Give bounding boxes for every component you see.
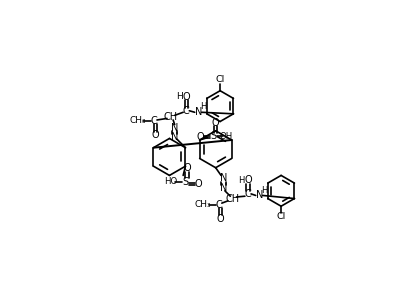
- Text: H: H: [238, 176, 244, 185]
- Text: O: O: [195, 179, 202, 189]
- Text: HO: HO: [164, 177, 178, 186]
- Text: N: N: [256, 191, 263, 201]
- Text: O: O: [152, 130, 159, 140]
- Text: N: N: [220, 173, 227, 183]
- Text: H: H: [176, 92, 183, 101]
- Text: N: N: [220, 183, 227, 193]
- Text: N: N: [171, 132, 178, 142]
- Text: C: C: [183, 106, 189, 116]
- Text: O: O: [183, 163, 191, 173]
- Text: CH: CH: [226, 193, 240, 203]
- Text: C: C: [244, 189, 252, 199]
- Text: OH: OH: [220, 132, 233, 141]
- Text: C: C: [151, 116, 157, 126]
- Text: CH₃: CH₃: [129, 116, 146, 125]
- Text: O: O: [182, 92, 190, 102]
- Text: O: O: [244, 175, 252, 185]
- Text: Cl: Cl: [215, 76, 225, 84]
- Text: H: H: [261, 186, 267, 195]
- Text: S: S: [210, 131, 217, 141]
- Text: N: N: [171, 123, 178, 133]
- Text: O: O: [196, 132, 204, 142]
- Text: CH: CH: [164, 112, 178, 122]
- Text: S: S: [182, 177, 189, 187]
- Text: C: C: [215, 200, 222, 210]
- Text: H: H: [200, 102, 206, 111]
- Text: O: O: [217, 213, 224, 223]
- Text: N: N: [195, 107, 202, 117]
- Text: CH₃: CH₃: [194, 200, 211, 209]
- Text: Cl: Cl: [277, 213, 286, 221]
- Text: O: O: [211, 118, 219, 128]
